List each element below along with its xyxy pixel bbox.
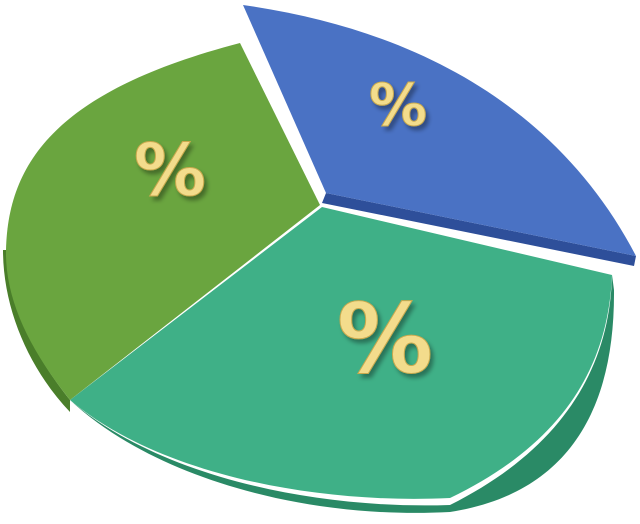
- slice-blue-label: %: [369, 71, 427, 139]
- slice-green: [3, 43, 321, 412]
- slice-blue-top: [243, 5, 636, 256]
- slice-teal: [70, 207, 615, 513]
- slice-blue: [243, 5, 636, 266]
- slice-blue-side: [322, 193, 636, 266]
- slice-green-top: [5, 43, 321, 400]
- slice-teal-top: [70, 207, 612, 499]
- slice-green-side: [3, 250, 70, 412]
- slice-teal-label: %: [337, 283, 433, 395]
- slice-green-label: %: [134, 128, 206, 212]
